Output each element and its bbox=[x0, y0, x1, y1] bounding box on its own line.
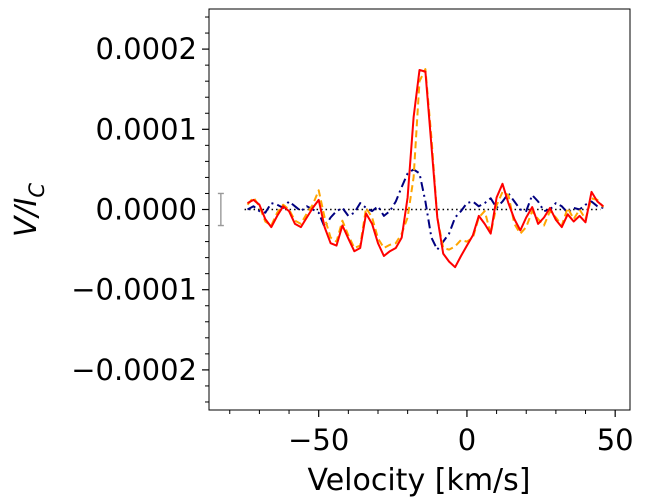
y-axis-ticks: 0.0002 0.0001 0.0000 −0.0001 −0.0002 bbox=[71, 32, 209, 387]
y-minor-ticks bbox=[205, 16, 209, 403]
y-axis-label-main: V/I bbox=[9, 197, 44, 237]
y-tick-label: −0.0001 bbox=[71, 273, 197, 307]
x-tick-label: 0 bbox=[458, 423, 476, 457]
series-line-solid bbox=[247, 69, 604, 269]
y-tick-label: 0.0000 bbox=[96, 193, 197, 227]
y-tick-label: −0.0002 bbox=[71, 353, 197, 387]
x-tick-label: 50 bbox=[597, 423, 634, 457]
y-tick-label: 0.0002 bbox=[96, 32, 197, 66]
x-axis-ticks: −50 0 50 bbox=[288, 410, 634, 457]
y-axis-label-subscript: C bbox=[25, 183, 49, 198]
y-tick-label: 0.0001 bbox=[96, 112, 197, 146]
series-line-dashdot bbox=[247, 168, 604, 251]
series-line-dashed bbox=[246, 68, 605, 251]
x-tick-label: −50 bbox=[288, 423, 349, 457]
x-minor-ticks bbox=[229, 410, 587, 414]
x-axis-label: Velocity [km/s] bbox=[308, 463, 531, 498]
plot-marks bbox=[217, 68, 605, 269]
y-axis-label: V/IC bbox=[9, 183, 49, 237]
